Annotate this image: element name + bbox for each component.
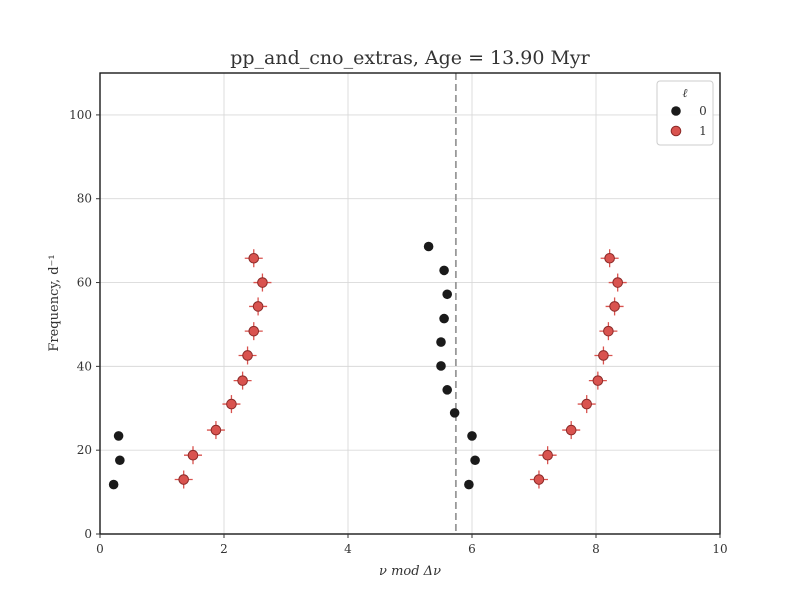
x-tick-label: 4 [344, 542, 352, 556]
series-0-point [442, 385, 453, 395]
series-0-point [470, 455, 480, 466]
series-1-point [252, 301, 264, 312]
series-0-point [467, 431, 477, 441]
y-axis-label: Frequency, d⁻¹ [47, 254, 62, 351]
legend-title: ℓ [683, 86, 688, 100]
series-1-point [609, 301, 620, 312]
series-0-point [449, 408, 460, 418]
series-0-point [439, 265, 449, 276]
series-1-point [248, 325, 260, 337]
legend-label: 1 [699, 124, 707, 138]
x-tick-label: 8 [592, 542, 600, 556]
y-tick-label: 100 [69, 108, 92, 122]
y-tick-label: 60 [77, 276, 92, 290]
series-1-point [178, 474, 189, 485]
series-1-point [248, 252, 260, 264]
series-1-point [542, 449, 553, 461]
series-1-point [603, 325, 614, 337]
series-0-point [436, 337, 446, 347]
series-1-point [237, 375, 248, 386]
series-1-point [210, 424, 222, 436]
series-1-point [604, 252, 615, 264]
series-1-point [187, 449, 199, 461]
series-1-point [257, 277, 268, 288]
series-1-point [612, 277, 624, 288]
y-tick-label: 40 [77, 359, 92, 373]
series-1-point [592, 375, 604, 386]
y-tick-label: 20 [77, 443, 92, 457]
legend-marker [671, 106, 681, 116]
series-1-point [226, 398, 237, 410]
series-1-point [581, 398, 593, 410]
series-1-point [242, 350, 253, 361]
series-1-point [598, 350, 609, 361]
plot-frame [99, 72, 721, 535]
x-axis-label: ν mod Δν [379, 564, 441, 579]
series-0-point [464, 479, 474, 490]
legend-label: 0 [699, 104, 707, 118]
series-0-point [423, 241, 434, 252]
series-0-point [442, 289, 453, 300]
series-1-point [565, 424, 577, 436]
x-tick-label: 10 [712, 542, 727, 556]
legend: ℓ0 1 [656, 80, 714, 146]
series-0-point [113, 431, 124, 441]
x-tick-label: 0 [96, 542, 104, 556]
legend-marker [670, 125, 682, 137]
series-0-point [108, 479, 119, 490]
series-1-point [533, 474, 545, 485]
series-0-point [115, 455, 125, 466]
chart-title: pp_and_cno_extras, Age = 13.90 Myr [230, 47, 590, 69]
legend-box [656, 80, 714, 146]
y-tick-label: 80 [77, 192, 92, 206]
data-points [108, 241, 627, 490]
series-0-point [436, 361, 446, 371]
x-tick-label: 2 [220, 542, 228, 556]
series-0-point [439, 313, 449, 324]
x-tick-label: 6 [468, 542, 476, 556]
y-tick-label: 0 [84, 527, 92, 541]
